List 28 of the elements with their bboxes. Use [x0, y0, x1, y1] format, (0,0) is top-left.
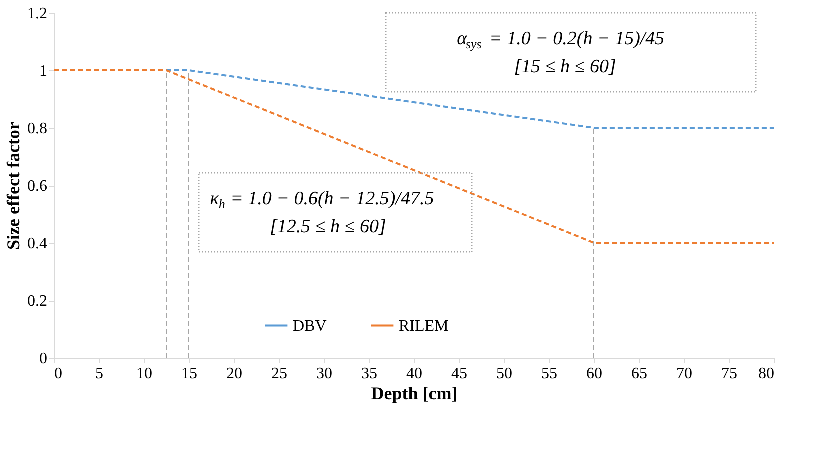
y-tick-label: 0.6 — [28, 178, 48, 195]
x-tick-label: 60 — [586, 366, 602, 382]
x-tick-label: 30 — [316, 366, 332, 382]
x-tick-label: 65 — [632, 366, 648, 382]
y-tick-label: 0 — [40, 350, 48, 368]
x-axis-title: Depth [cm] — [371, 384, 458, 404]
x-tick-label: 45 — [452, 366, 468, 382]
y-tick-label: 0.2 — [28, 293, 48, 310]
legend-label: RILEM — [399, 318, 449, 335]
x-tick-label: 35 — [362, 366, 378, 382]
x-tick-label: 50 — [496, 366, 512, 382]
y-tick-label: 0.4 — [28, 236, 48, 252]
x-tick-label: 55 — [542, 366, 558, 382]
x-tick-label: 20 — [226, 366, 242, 382]
x-tick-label: 0 — [54, 366, 62, 382]
x-tick-label: 40 — [406, 366, 422, 382]
y-tick-label: 1.2 — [28, 6, 48, 22]
x-tick-label: 10 — [136, 366, 152, 382]
x-tick-label: 15 — [182, 366, 198, 382]
x-tick-label: 25 — [272, 366, 288, 382]
y-axis-title: Size effect factor — [4, 122, 24, 250]
y-tick-label: 1 — [40, 63, 48, 80]
y-tick-label: 0.8 — [28, 120, 48, 138]
x-tick-label: 70 — [676, 366, 692, 382]
x-tick-label: 75 — [722, 366, 738, 382]
x-tick-label: 5 — [96, 366, 104, 382]
x-tick-label: 80 — [758, 366, 774, 382]
legend-label: DBV — [293, 318, 328, 335]
